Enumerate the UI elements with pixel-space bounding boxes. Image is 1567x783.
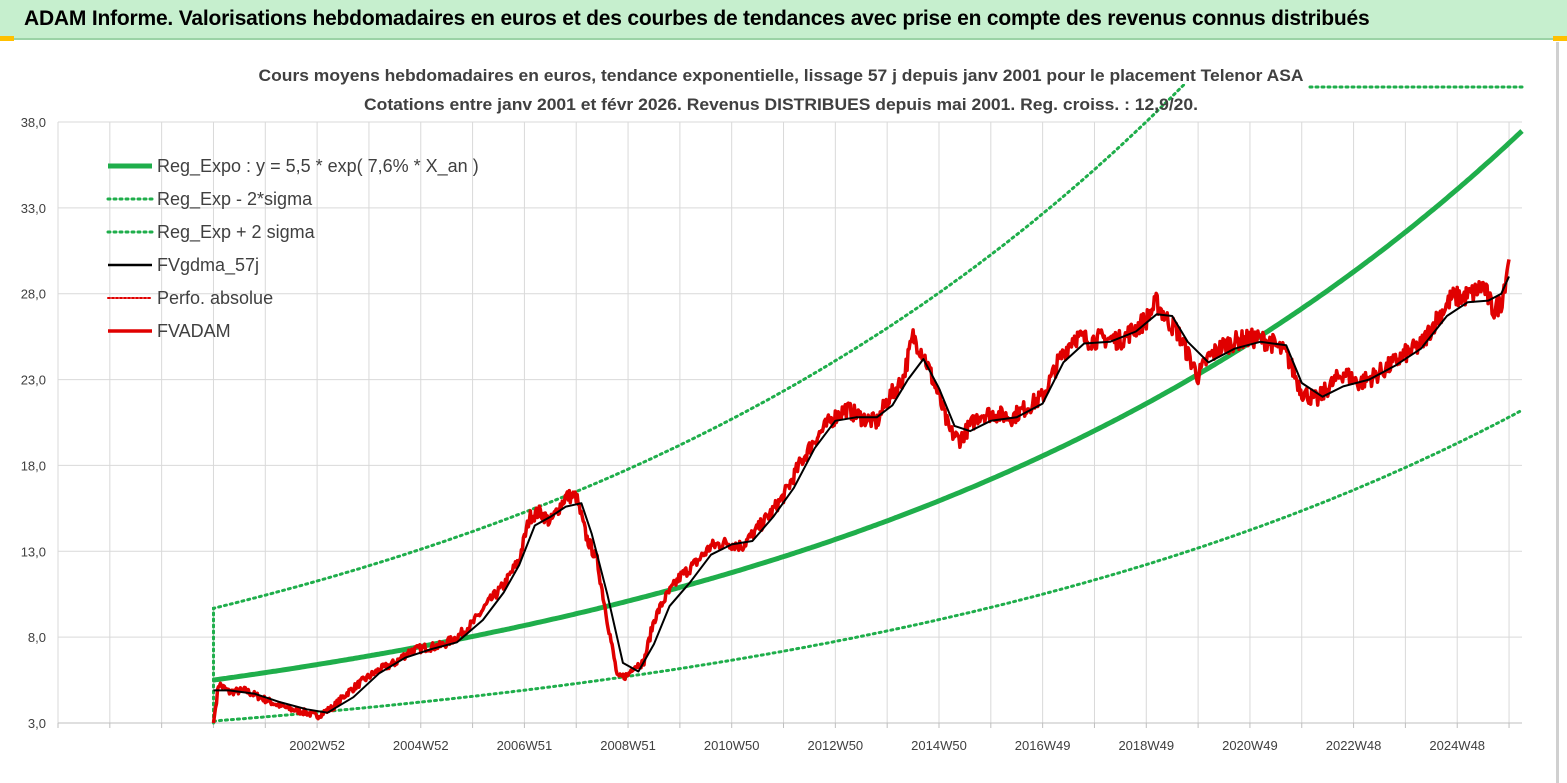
x-tick-label: 2024W48 (1429, 738, 1485, 753)
frame-edge (1556, 42, 1559, 783)
x-tick-label: 2018W49 (1118, 738, 1174, 753)
chart-legend: Reg_Expo : y = 5,5 * exp( 7,6% * X_an ) R… (106, 156, 479, 341)
header-corner-left (0, 36, 14, 41)
legend-label-fv: FVADAM (157, 321, 231, 341)
chart-grid (57, 121, 1522, 724)
y-tick-label: 38,0 (21, 115, 46, 130)
legend-label-low: Reg_Exp - 2*sigma (157, 189, 313, 210)
x-tick-label: 2016W49 (1015, 738, 1071, 753)
x-tick-label: 2014W50 (911, 738, 967, 753)
legend-label-perf: Perfo. absolue (157, 288, 273, 308)
x-tick-label: 2010W50 (704, 738, 760, 753)
report-title: ADAM Informe. Valorisations hebdomadaire… (24, 7, 1370, 30)
series-fvadam (211, 259, 1511, 724)
x-tick-label: 2008W51 (600, 738, 656, 753)
chart-series (211, 84, 1524, 725)
legend-label-reg: Reg_Expo : y = 5,5 * exp( 7,6% * X_an ) (157, 156, 479, 177)
x-tick-label: 2004W52 (393, 738, 449, 753)
y-tick-label: 13,0 (21, 544, 46, 559)
series-reg-exp-plus-2sigma (212, 84, 1187, 725)
report-header: ADAM Informe. Valorisations hebdomadaire… (0, 0, 1567, 40)
x-tick-label: 2006W51 (497, 738, 553, 753)
legend-label-ma: FVgdma_57j (157, 255, 259, 276)
series-reg-exp-minus-2sigma (212, 408, 1524, 723)
y-tick-label: 18,0 (21, 458, 46, 473)
y-tick-label: 23,0 (21, 373, 46, 388)
series-fvgdma-57j (213, 276, 1510, 714)
x-tick-label: 2020W49 (1222, 738, 1278, 753)
x-tick-label: 2012W50 (808, 738, 864, 753)
x-tick-label: 2022W48 (1326, 738, 1382, 753)
y-tick-label: 8,0 (28, 630, 46, 645)
y-tick-label: 3,0 (28, 716, 46, 731)
y-tick-label: 28,0 (21, 287, 46, 302)
valuation-chart: 3,08,013,018,023,028,033,038,0 2002W52 20… (21, 66, 1524, 753)
chart-subtitle: Cotations entre janv 2001 et févr 2026. … (364, 95, 1198, 114)
legend-label-up: Reg_Exp + 2 sigma (157, 222, 316, 243)
chart-title: Cours moyens hebdomadaires en euros, ten… (259, 66, 1304, 85)
series-reg-expo (213, 129, 1524, 683)
x-axis: 2002W52 2004W52 2006W51 2008W51 2010W50 2012W… (57, 722, 1522, 753)
y-tick-label: 33,0 (21, 201, 46, 216)
y-axis: 3,0 8,0 13,0 18,0 23,0 28,0 33,0 38,0 (21, 115, 46, 731)
x-tick-label: 2002W52 (289, 738, 345, 753)
header-corner-right (1553, 36, 1567, 41)
